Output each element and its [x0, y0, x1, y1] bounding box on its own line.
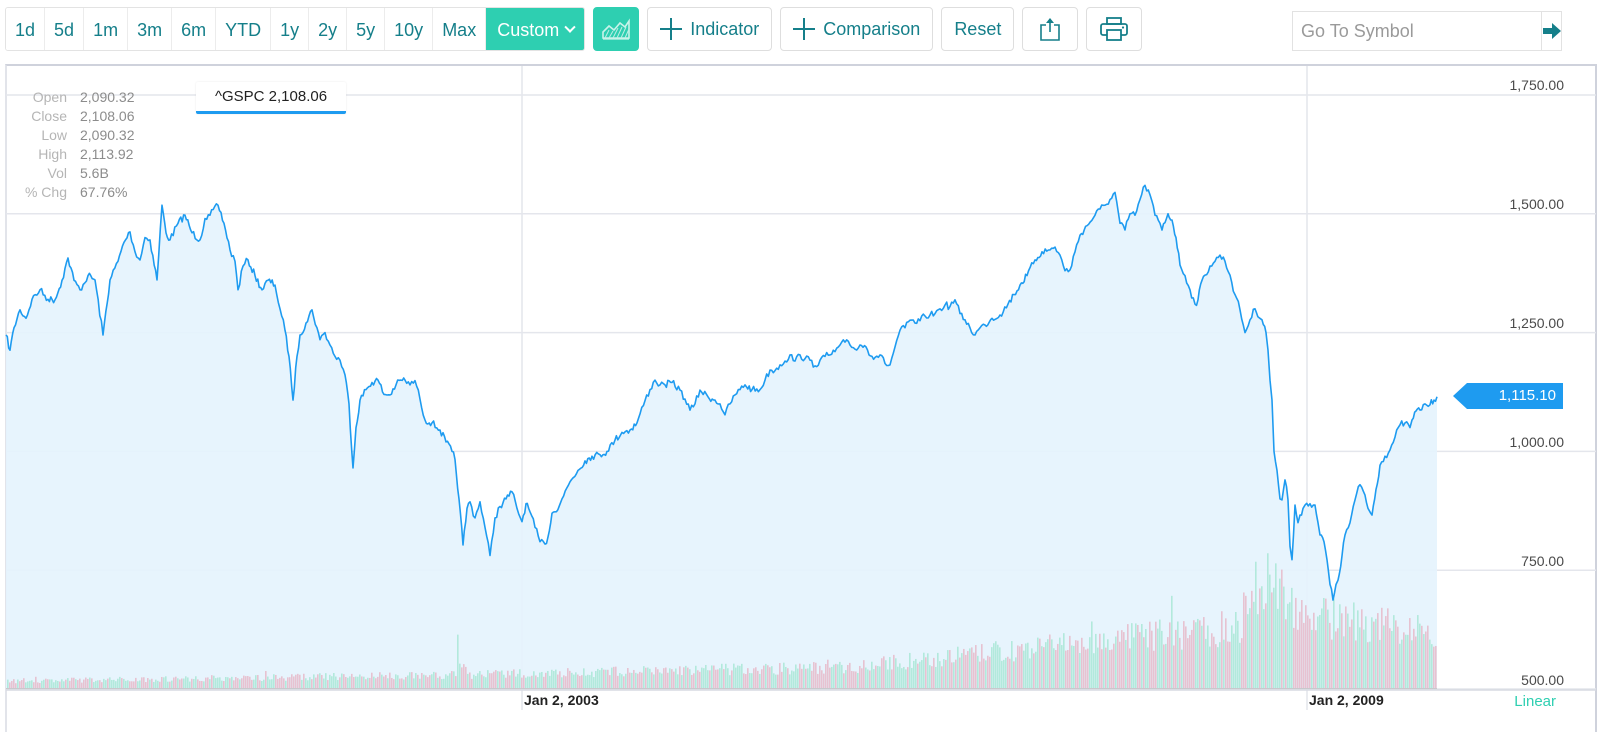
range-5y[interactable]: 5y: [347, 8, 386, 50]
info-row-open: Open 2,090.32: [18, 88, 135, 107]
custom-label: Custom: [497, 19, 560, 40]
info-value: 2,113.92: [80, 146, 134, 162]
info-value: 67.76%: [80, 184, 128, 200]
range-5d[interactable]: 5d: [45, 8, 85, 50]
reset-label: Reset: [954, 18, 1002, 39]
range-2y[interactable]: 2y: [309, 8, 348, 50]
info-key: Open: [32, 89, 67, 105]
share-button[interactable]: [1022, 7, 1079, 51]
price-line: [5, 184, 1438, 601]
info-value: 2,090.32: [80, 127, 135, 143]
mountain-chart-icon: [602, 18, 631, 40]
add-indicator-button[interactable]: Indicator: [647, 7, 773, 51]
range-max[interactable]: Max: [433, 8, 487, 50]
current-price-value: 1,115.10: [1467, 383, 1563, 409]
range-1d[interactable]: 1d: [6, 8, 46, 50]
symbol-search-input[interactable]: [1293, 12, 1541, 50]
chart-type-button[interactable]: [593, 7, 640, 51]
info-value: 2,090.32: [80, 89, 135, 105]
y-tick-750: 750.00: [1521, 553, 1564, 569]
range-1m[interactable]: 1m: [84, 8, 129, 50]
x-tick-2003: Jan 2, 2003: [524, 692, 599, 708]
symbol-go-button[interactable]: [1541, 12, 1562, 50]
print-icon: [1100, 17, 1129, 41]
y-tick-1000: 1,000.00: [1509, 434, 1565, 450]
range-ytd[interactable]: YTD: [216, 8, 272, 50]
current-price-tag: 1,115.10: [1453, 383, 1563, 409]
info-value: 2,108.06: [80, 108, 135, 124]
info-row-close: Close 2,108.06: [18, 107, 135, 126]
y-tick-1500: 1,500.00: [1509, 196, 1565, 212]
info-row-pct-change: % Chg 67.76%: [18, 183, 135, 202]
symbol-search: [1292, 11, 1562, 51]
series-legend-tag[interactable]: ^GSPC 2,108.06: [196, 82, 346, 114]
indicator-label: Indicator: [690, 18, 760, 39]
info-row-low: Low 2,090.32: [18, 126, 135, 145]
comparison-label: Comparison: [823, 18, 921, 39]
range-custom-dropdown[interactable]: Custom: [486, 8, 585, 50]
scale-mode-toggle[interactable]: Linear: [1514, 693, 1556, 710]
info-key: High: [38, 146, 67, 162]
ohlc-info-panel: Open 2,090.32 Close 2,108.06 Low 2,090.3…: [18, 88, 135, 202]
price-area-fill: [6, 185, 1437, 690]
print-button[interactable]: [1086, 7, 1143, 51]
price-tag-arrow: [1453, 383, 1467, 409]
x-tick-2009: Jan 2, 2009: [1309, 692, 1384, 708]
info-key: Low: [41, 127, 67, 143]
arrow-right-icon: [1543, 23, 1561, 39]
range-10y[interactable]: 10y: [385, 8, 434, 50]
info-value: 5.6B: [80, 165, 109, 181]
info-row-vol: Vol 5.6B: [18, 164, 135, 183]
range-1y[interactable]: 1y: [271, 8, 310, 50]
chart-toolbar: 1d 5d 1m 3m 6m YTD 1y 2y 5y 10y Max Cust…: [5, 7, 1143, 51]
info-key: % Chg: [24, 184, 67, 200]
volume-bars-overlay: [6, 553, 1437, 689]
range-3m[interactable]: 3m: [128, 8, 173, 50]
share-icon: [1040, 18, 1061, 41]
reset-button[interactable]: Reset: [941, 7, 1015, 51]
info-row-high: High 2,113.92: [18, 145, 135, 164]
info-key: Close: [31, 108, 67, 124]
range-6m[interactable]: 6m: [172, 8, 217, 50]
y-tick-1750: 1,750.00: [1509, 77, 1565, 93]
range-selector: 1d 5d 1m 3m 6m YTD 1y 2y 5y 10y Max Cust…: [5, 7, 586, 51]
y-tick-500: 500.00: [1521, 672, 1564, 688]
plus-icon: [793, 18, 816, 40]
add-comparison-button[interactable]: Comparison: [780, 7, 934, 51]
info-key: Vol: [47, 165, 67, 181]
plus-icon: [660, 18, 683, 40]
y-tick-1250: 1,250.00: [1509, 315, 1565, 331]
